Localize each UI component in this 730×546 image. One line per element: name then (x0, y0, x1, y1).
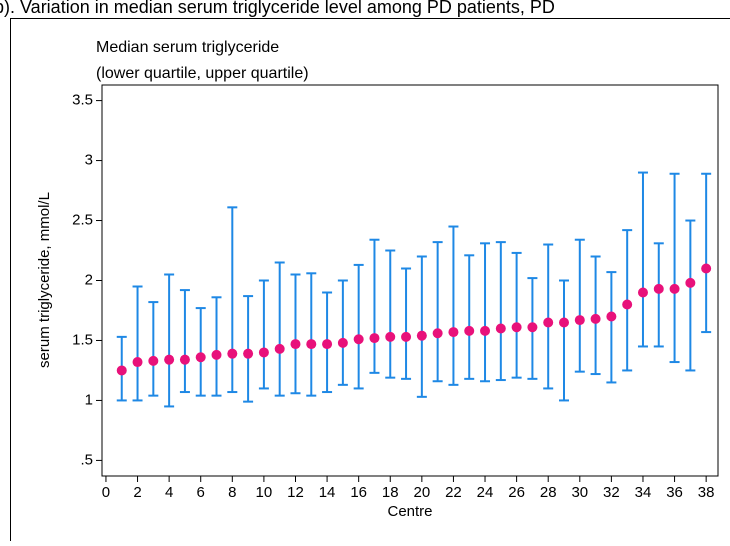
x-tick-label: 28 (540, 484, 557, 501)
median-point (575, 315, 585, 325)
median-point (638, 287, 648, 297)
median-point (275, 344, 285, 354)
median-point (654, 284, 664, 294)
median-point (543, 317, 553, 327)
median-point (512, 322, 522, 332)
x-tick-label: 22 (445, 484, 462, 501)
median-point (196, 352, 206, 362)
median-point (338, 338, 348, 348)
chart-title: Median serum triglyceride (96, 39, 279, 56)
y-tick-label: 3 (85, 152, 93, 169)
x-tick-label: 4 (165, 484, 173, 501)
median-point (243, 349, 253, 359)
median-point (417, 331, 427, 341)
chart-subtitle: (lower quartile, upper quartile) (96, 65, 309, 82)
x-tick-label: 18 (382, 484, 399, 501)
median-point (164, 355, 174, 365)
median-point (212, 350, 222, 360)
median-point (148, 356, 158, 366)
x-tick-label: 12 (287, 484, 304, 501)
median-point (464, 326, 474, 336)
median-point (670, 284, 680, 294)
median-point (227, 349, 237, 359)
y-tick-label: .5 (80, 451, 93, 468)
median-point (117, 365, 127, 375)
figure-frame (11, 19, 730, 542)
y-tick-label: 1.5 (72, 331, 93, 348)
x-tick-label: 34 (635, 484, 652, 501)
x-tick-label: 24 (477, 484, 494, 501)
x-tick-label: 26 (508, 484, 525, 501)
x-tick-label: 2 (133, 484, 141, 501)
median-point (306, 339, 316, 349)
median-point (480, 326, 490, 336)
median-point (622, 299, 632, 309)
x-tick-label: 20 (414, 484, 431, 501)
median-point (180, 355, 190, 365)
median-point (354, 334, 364, 344)
plot-frame (102, 85, 718, 476)
y-tick-label: 1 (85, 391, 93, 408)
x-tick-label: 8 (228, 484, 236, 501)
median-point (369, 333, 379, 343)
median-point (133, 357, 143, 367)
median-point (606, 311, 616, 321)
x-tick-label: 36 (666, 484, 683, 501)
median-point (385, 332, 395, 342)
x-tick-label: 38 (698, 484, 715, 501)
median-point (259, 347, 269, 357)
y-tick-label: 3.5 (72, 92, 93, 109)
median-point (448, 327, 458, 337)
median-point (322, 339, 332, 349)
x-tick-label: 6 (197, 484, 205, 501)
x-tick-label: 10 (256, 484, 273, 501)
median-point (401, 332, 411, 342)
median-point (496, 323, 506, 333)
y-tick-label: 2.5 (72, 211, 93, 228)
x-tick-label: 30 (571, 484, 588, 501)
median-point (527, 322, 537, 332)
median-point (701, 264, 711, 274)
median-point (290, 339, 300, 349)
median-point (685, 278, 695, 288)
x-tick-label: 14 (319, 484, 336, 501)
x-tick-label: 32 (603, 484, 620, 501)
median-point (433, 328, 443, 338)
caption: b). Variation in median serum triglyceri… (0, 0, 555, 17)
x-tick-label: 16 (350, 484, 367, 501)
median-point (559, 317, 569, 327)
y-axis-label: serum triglyceride, mmol/L (36, 192, 53, 368)
x-tick-label: 0 (102, 484, 110, 501)
median-point (591, 314, 601, 324)
x-axis-label: Centre (387, 503, 432, 520)
y-tick-label: 2 (85, 271, 93, 288)
